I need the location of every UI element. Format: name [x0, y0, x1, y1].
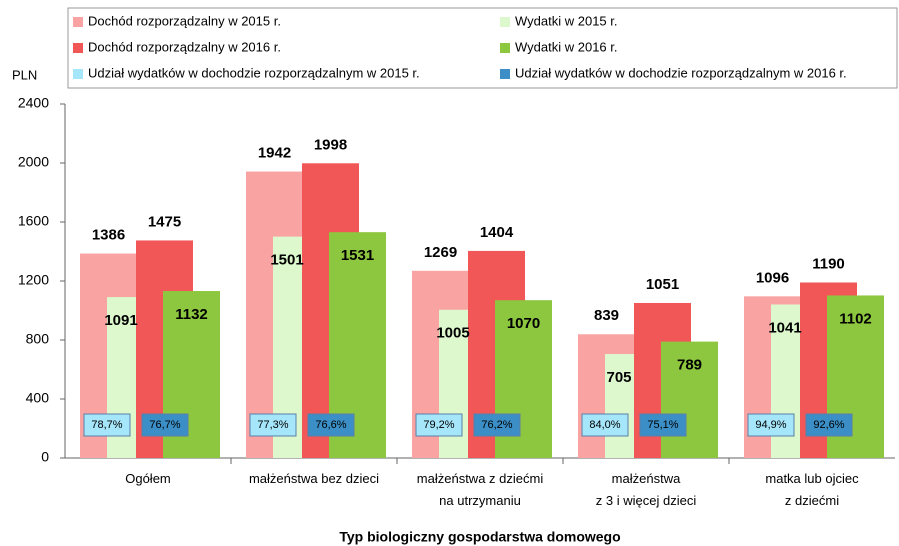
data-label: 1091: [104, 312, 137, 329]
legend-swatch: [500, 17, 510, 27]
y-tick-label: 0: [41, 449, 49, 465]
y-tick-label: 2400: [18, 95, 49, 111]
legend-label: Wydatki w 2016 r.: [515, 39, 617, 54]
x-axis-title: Typ biologiczny gospodarstwa domowego: [339, 529, 620, 545]
share-label: 76,7%: [149, 419, 180, 431]
data-label: 1070: [507, 315, 540, 332]
x-tick-line: z dziećmi: [785, 493, 839, 508]
share-label: 92,6%: [813, 419, 844, 431]
share-label: 78,7%: [91, 419, 122, 431]
share-box: [83, 413, 131, 437]
y-tick-label: 2000: [18, 154, 49, 170]
data-label: 1132: [175, 306, 208, 323]
share-label: 79,2%: [423, 419, 454, 431]
y-tick-label: 400: [26, 390, 50, 406]
x-tick-label: małżeństwa bez dzieci: [249, 471, 379, 486]
share-label: 84,0%: [589, 419, 620, 431]
share-label: 76,2%: [481, 419, 512, 431]
data-label: 1269: [424, 244, 457, 261]
legend-swatch: [500, 69, 510, 79]
y-axis-label: PLN: [12, 67, 37, 82]
share-box: [249, 413, 297, 437]
data-label: 1531: [341, 247, 374, 264]
legend-swatch: [73, 43, 83, 53]
x-tick-line: na utrzymaniu: [439, 493, 521, 508]
x-tick-label: małżeństwa z 3 i więcej dzieci: [596, 471, 697, 508]
legend-label: Dochód rozporządzalny w 2016 r.: [88, 39, 281, 54]
legend-label: Udział wydatków w dochodzie rozporządzal…: [88, 65, 420, 80]
data-label: 1998: [314, 136, 347, 153]
x-tick-line: matka lub ojciec: [765, 471, 859, 486]
data-label: 1005: [436, 325, 469, 342]
data-label: 1102: [839, 310, 872, 327]
data-label: 1404: [480, 224, 514, 241]
share-box: [141, 413, 189, 437]
legend-swatch: [73, 17, 83, 27]
x-tick-line: z 3 i więcej dzieci: [596, 493, 697, 508]
legend-swatch: [73, 69, 83, 79]
data-label: 789: [677, 357, 702, 374]
share-box: [805, 413, 853, 437]
legend-label: Udział wydatków w dochodzie rozporządzal…: [515, 65, 847, 80]
x-tick-label: małżeństwa z dziećmi na utrzymaniu: [417, 471, 544, 508]
legend-swatch: [500, 43, 510, 53]
share-box: [747, 413, 795, 437]
share-label: 75,1%: [647, 419, 678, 431]
bar: [661, 341, 718, 458]
x-tick-label: Ogółem: [125, 471, 171, 486]
data-label: 1501: [270, 252, 303, 269]
share-box: [581, 413, 629, 437]
legend-label: Wydatki w 2015 r.: [515, 13, 617, 28]
x-tick-label: matka lub ojciec z dziećmi: [765, 471, 859, 508]
data-label: 705: [606, 369, 631, 386]
data-label: 1386: [92, 227, 125, 244]
x-tick-line: Ogółem: [125, 471, 171, 486]
legend-box: [67, 7, 898, 89]
data-label: 1096: [756, 269, 789, 286]
share-box: [307, 413, 355, 437]
x-tick-line: małżeństwa: [612, 471, 681, 486]
x-tick-line: małżeństwa bez dzieci: [249, 471, 379, 486]
data-label: 1475: [148, 213, 181, 230]
share-box: [415, 413, 463, 437]
y-tick-label: 1600: [18, 213, 49, 229]
data-label: 1942: [258, 145, 291, 162]
y-tick-label: 1200: [18, 272, 49, 288]
x-tick-line: małżeństwa z dziećmi: [417, 471, 544, 486]
share-box: [473, 413, 521, 437]
data-label: 1190: [812, 255, 845, 272]
share-box: [639, 413, 687, 437]
y-tick-label: 800: [26, 331, 50, 347]
data-label: 839: [594, 307, 619, 324]
legend-label: Dochód rozporządzalny w 2015 r.: [88, 13, 281, 28]
share-label: 76,6%: [315, 419, 346, 431]
share-label: 94,9%: [755, 419, 786, 431]
data-label: 1041: [768, 319, 801, 336]
data-label: 1051: [646, 276, 679, 293]
share-label: 77,3%: [257, 419, 288, 431]
